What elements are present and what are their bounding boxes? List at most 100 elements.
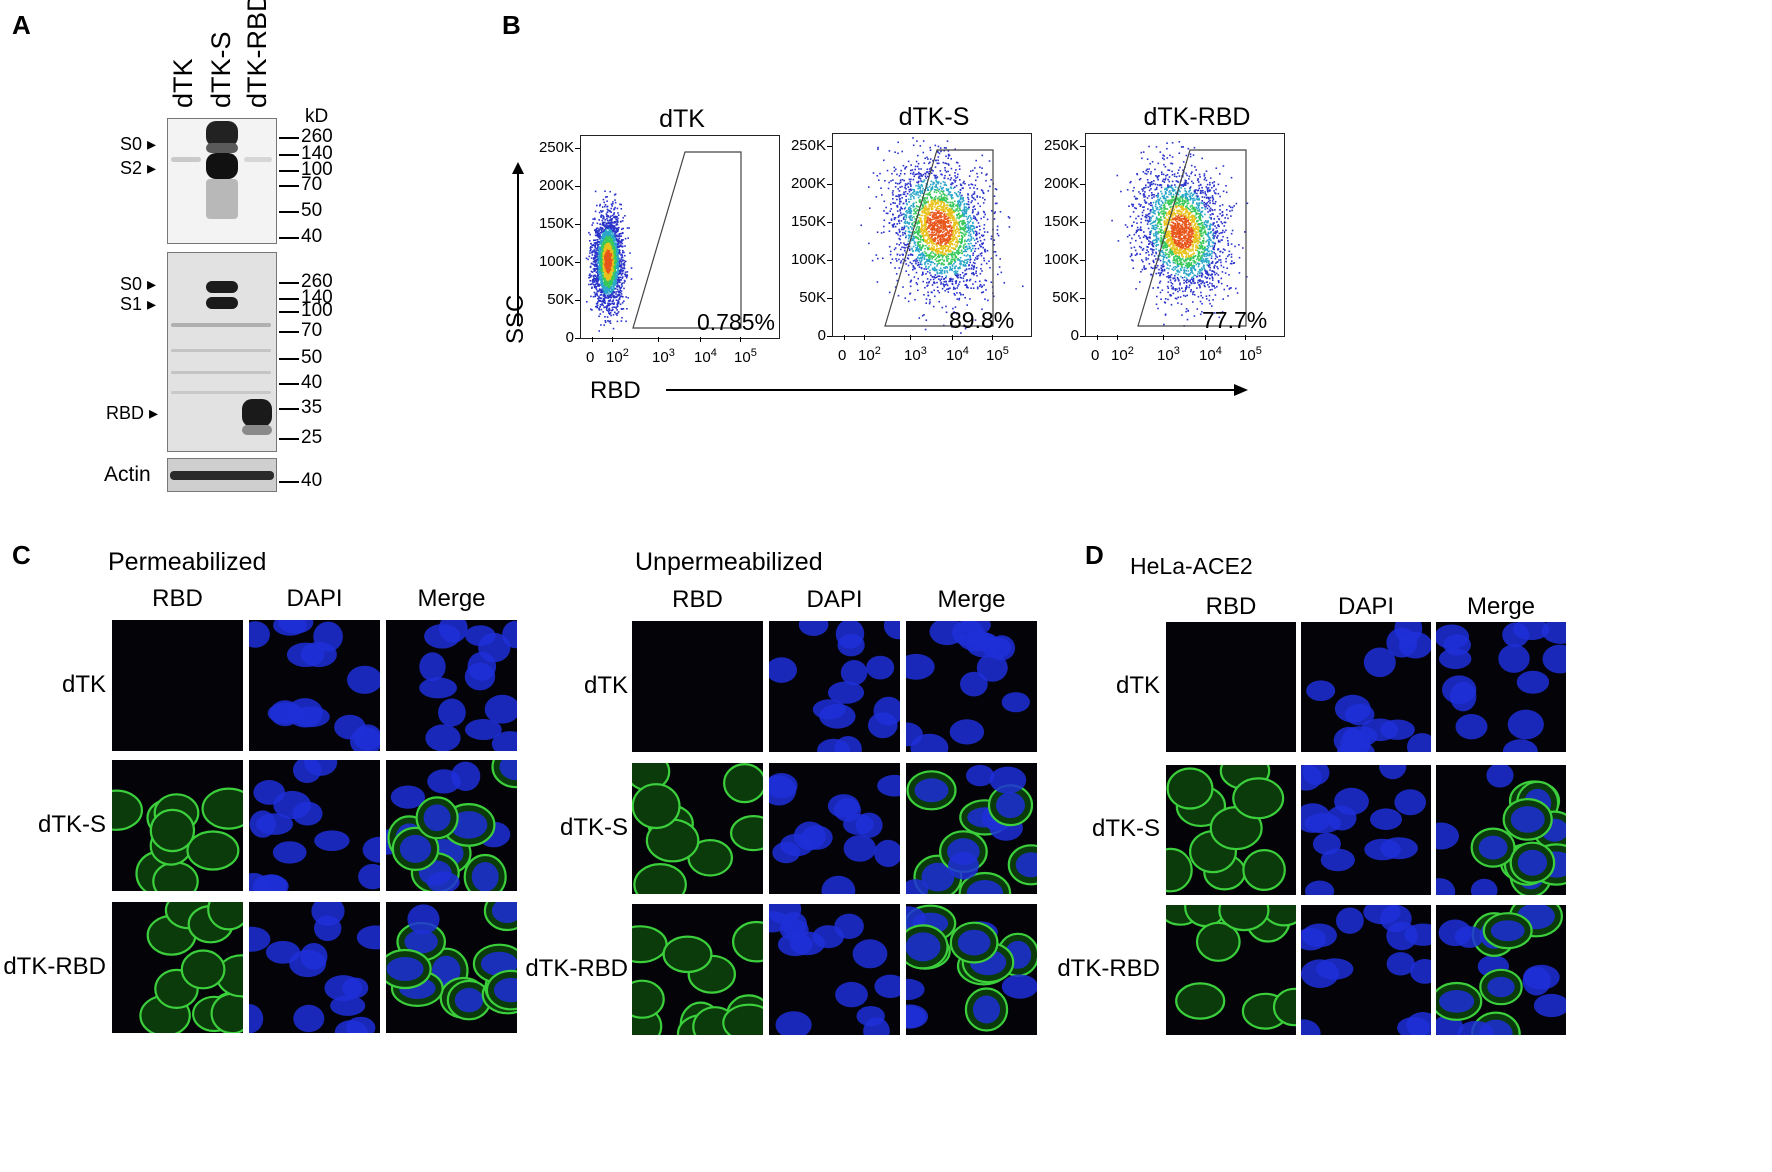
event-dot — [943, 223, 945, 225]
event-dot — [964, 226, 966, 228]
event-dot — [616, 276, 618, 278]
x-tick-base: 0 — [586, 349, 595, 366]
event-dot — [926, 196, 928, 199]
event-dot — [914, 173, 916, 176]
event-dot — [974, 319, 977, 321]
event-dot — [993, 218, 996, 220]
event-dot — [603, 294, 606, 297]
marker-tick — [279, 211, 299, 213]
event-dot — [952, 231, 954, 233]
event-dot — [606, 224, 608, 226]
event-dot — [956, 298, 959, 300]
event-dot — [908, 178, 911, 181]
event-dot — [607, 262, 609, 264]
event-dot — [958, 297, 961, 300]
event-dot — [614, 282, 617, 284]
event-dot — [592, 251, 595, 253]
event-dot — [940, 187, 943, 189]
event-dot — [912, 250, 915, 252]
event-dot — [983, 238, 986, 241]
event-dot — [929, 193, 932, 196]
event-dot — [906, 193, 909, 195]
event-dot — [928, 226, 931, 228]
event-dot — [962, 199, 965, 202]
event-dot — [619, 272, 622, 274]
event-dot — [614, 267, 616, 269]
event-dot — [926, 232, 928, 235]
event-dot — [593, 279, 595, 282]
event-dot — [611, 241, 614, 243]
event-dot — [617, 272, 619, 274]
event-dot — [924, 220, 926, 223]
event-dot — [888, 181, 890, 184]
event-dot — [599, 255, 602, 257]
event-dot — [610, 271, 612, 274]
event-dot — [910, 198, 912, 200]
event-dot — [612, 201, 614, 203]
event-dot — [917, 173, 919, 175]
event-dot — [894, 225, 897, 228]
event-dot — [590, 248, 592, 251]
event-dot — [614, 270, 617, 273]
event-dot — [947, 242, 950, 244]
event-dot — [970, 248, 973, 251]
event-dot — [905, 225, 908, 228]
marker-tick — [279, 137, 299, 139]
event-dot — [596, 255, 599, 258]
event-dot — [613, 225, 616, 227]
event-dot — [601, 291, 603, 294]
event-dot — [970, 218, 973, 220]
event-dot — [616, 281, 619, 284]
event-dot — [609, 232, 611, 234]
event-dot — [623, 282, 625, 284]
event-dot — [617, 284, 619, 287]
event-dot — [929, 218, 931, 220]
event-dot — [948, 262, 950, 264]
event-dot — [615, 218, 617, 221]
event-dot — [630, 267, 633, 269]
event-dot — [620, 266, 622, 268]
event-dot — [924, 217, 926, 220]
event-dot — [594, 263, 597, 265]
event-dot — [611, 279, 614, 282]
event-dot — [599, 253, 601, 255]
event-dot — [934, 206, 936, 208]
event-dot — [589, 280, 591, 282]
event-dot — [934, 249, 936, 251]
event-dot — [934, 195, 937, 198]
marker-label: 260 — [301, 126, 333, 147]
event-dot — [612, 281, 615, 284]
event-dot — [926, 220, 928, 222]
gate-percent: 0.785% — [697, 309, 776, 335]
band — [242, 399, 272, 427]
event-dot — [929, 240, 932, 243]
flow-x-axis-label: RBD — [590, 377, 641, 404]
event-dot — [951, 253, 954, 255]
event-dot — [963, 215, 965, 218]
event-dot — [940, 195, 942, 198]
marker-label: 25 — [301, 427, 323, 448]
event-dot — [942, 215, 944, 218]
event-dot — [993, 239, 996, 241]
event-dot — [932, 241, 934, 244]
event-dot — [604, 251, 606, 253]
event-dot — [946, 201, 948, 204]
event-dot — [920, 214, 922, 217]
event-dot — [953, 271, 955, 273]
event-dot — [928, 238, 931, 240]
event-dot — [958, 216, 961, 219]
event-dot — [618, 297, 621, 299]
event-dot — [883, 210, 885, 212]
event-dot — [945, 155, 947, 157]
event-dot — [611, 238, 613, 241]
event-dot — [957, 195, 959, 198]
event-dot — [614, 264, 616, 267]
event-dot — [947, 153, 950, 156]
event-dot — [598, 299, 600, 302]
event-dot — [601, 248, 604, 250]
event-dot — [934, 214, 936, 216]
event-dot — [929, 170, 931, 173]
event-dot — [600, 211, 603, 213]
event-dot — [901, 207, 904, 210]
event-dot — [914, 259, 916, 262]
